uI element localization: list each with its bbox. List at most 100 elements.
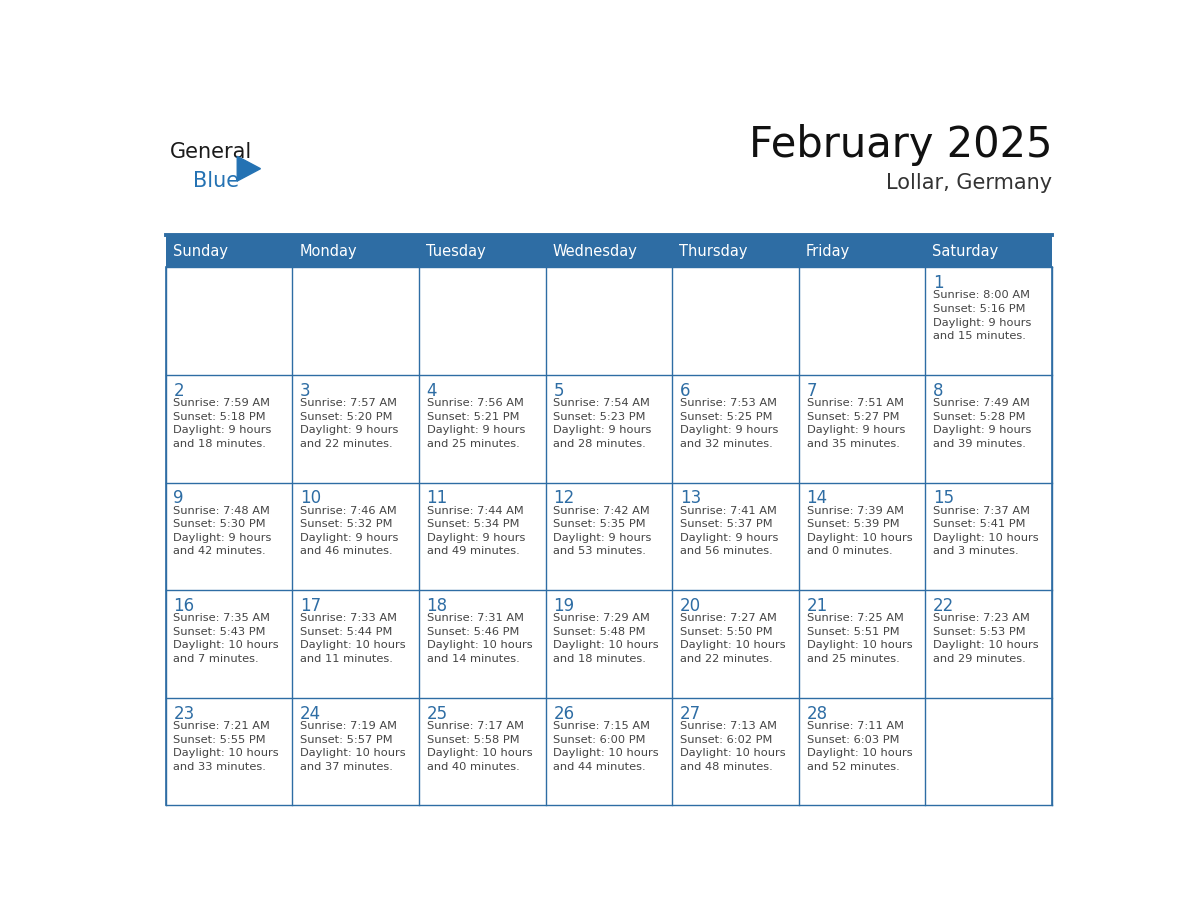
Text: Sunrise: 7:11 AM
Sunset: 6:03 PM
Daylight: 10 hours
and 52 minutes.: Sunrise: 7:11 AM Sunset: 6:03 PM Dayligh… (807, 721, 912, 772)
Text: 16: 16 (173, 597, 195, 615)
Text: 14: 14 (807, 489, 828, 508)
Text: 21: 21 (807, 597, 828, 615)
Text: General: General (170, 142, 252, 162)
Text: Sunrise: 7:59 AM
Sunset: 5:18 PM
Daylight: 9 hours
and 18 minutes.: Sunrise: 7:59 AM Sunset: 5:18 PM Dayligh… (173, 398, 272, 449)
Text: 18: 18 (426, 597, 448, 615)
Bar (292, 483, 419, 590)
Text: Monday: Monday (299, 244, 356, 260)
Text: Sunrise: 8:00 AM
Sunset: 5:16 PM
Daylight: 9 hours
and 15 minutes.: Sunrise: 8:00 AM Sunset: 5:16 PM Dayligh… (934, 290, 1031, 341)
Bar (545, 483, 672, 590)
Bar (925, 698, 1053, 805)
Bar (292, 375, 419, 483)
Text: 11: 11 (426, 489, 448, 508)
Text: 5: 5 (554, 382, 564, 400)
Text: Sunrise: 7:35 AM
Sunset: 5:43 PM
Daylight: 10 hours
and 7 minutes.: Sunrise: 7:35 AM Sunset: 5:43 PM Dayligh… (173, 613, 279, 664)
Text: 28: 28 (807, 705, 828, 722)
Bar (292, 698, 419, 805)
Text: Sunrise: 7:19 AM
Sunset: 5:57 PM
Daylight: 10 hours
and 37 minutes.: Sunrise: 7:19 AM Sunset: 5:57 PM Dayligh… (299, 721, 405, 772)
Bar (292, 590, 419, 698)
Text: Wednesday: Wednesday (552, 244, 638, 260)
Bar (798, 483, 925, 590)
Text: Sunrise: 7:56 AM
Sunset: 5:21 PM
Daylight: 9 hours
and 25 minutes.: Sunrise: 7:56 AM Sunset: 5:21 PM Dayligh… (426, 398, 525, 449)
Bar (798, 698, 925, 805)
Text: Sunrise: 7:25 AM
Sunset: 5:51 PM
Daylight: 10 hours
and 25 minutes.: Sunrise: 7:25 AM Sunset: 5:51 PM Dayligh… (807, 613, 912, 664)
Bar (165, 698, 292, 805)
Text: Sunrise: 7:48 AM
Sunset: 5:30 PM
Daylight: 9 hours
and 42 minutes.: Sunrise: 7:48 AM Sunset: 5:30 PM Dayligh… (173, 506, 272, 556)
Text: Sunrise: 7:41 AM
Sunset: 5:37 PM
Daylight: 9 hours
and 56 minutes.: Sunrise: 7:41 AM Sunset: 5:37 PM Dayligh… (680, 506, 778, 556)
Text: 15: 15 (934, 489, 954, 508)
Text: 7: 7 (807, 382, 817, 400)
Bar (165, 237, 1053, 267)
Bar (419, 267, 545, 375)
Text: 23: 23 (173, 705, 195, 722)
Text: Sunrise: 7:51 AM
Sunset: 5:27 PM
Daylight: 9 hours
and 35 minutes.: Sunrise: 7:51 AM Sunset: 5:27 PM Dayligh… (807, 398, 905, 449)
Bar (672, 590, 798, 698)
Text: Sunrise: 7:33 AM
Sunset: 5:44 PM
Daylight: 10 hours
and 11 minutes.: Sunrise: 7:33 AM Sunset: 5:44 PM Dayligh… (299, 613, 405, 664)
Text: Sunrise: 7:31 AM
Sunset: 5:46 PM
Daylight: 10 hours
and 14 minutes.: Sunrise: 7:31 AM Sunset: 5:46 PM Dayligh… (426, 613, 532, 664)
Bar (672, 267, 798, 375)
Bar (672, 375, 798, 483)
Bar (672, 483, 798, 590)
Text: Lollar, Germany: Lollar, Germany (886, 174, 1053, 194)
Text: Blue: Blue (192, 171, 239, 191)
Text: Sunrise: 7:27 AM
Sunset: 5:50 PM
Daylight: 10 hours
and 22 minutes.: Sunrise: 7:27 AM Sunset: 5:50 PM Dayligh… (680, 613, 785, 664)
Bar (545, 375, 672, 483)
Polygon shape (238, 156, 260, 181)
Text: 4: 4 (426, 382, 437, 400)
Text: 20: 20 (680, 597, 701, 615)
Text: Sunrise: 7:29 AM
Sunset: 5:48 PM
Daylight: 10 hours
and 18 minutes.: Sunrise: 7:29 AM Sunset: 5:48 PM Dayligh… (554, 613, 659, 664)
Text: 26: 26 (554, 705, 574, 722)
Text: Tuesday: Tuesday (425, 244, 486, 260)
Text: 24: 24 (299, 705, 321, 722)
Bar (672, 698, 798, 805)
Text: Sunrise: 7:49 AM
Sunset: 5:28 PM
Daylight: 9 hours
and 39 minutes.: Sunrise: 7:49 AM Sunset: 5:28 PM Dayligh… (934, 398, 1031, 449)
Text: February 2025: February 2025 (748, 124, 1053, 166)
Bar (545, 590, 672, 698)
Text: 10: 10 (299, 489, 321, 508)
Text: Sunrise: 7:15 AM
Sunset: 6:00 PM
Daylight: 10 hours
and 44 minutes.: Sunrise: 7:15 AM Sunset: 6:00 PM Dayligh… (554, 721, 659, 772)
Text: Sunrise: 7:46 AM
Sunset: 5:32 PM
Daylight: 9 hours
and 46 minutes.: Sunrise: 7:46 AM Sunset: 5:32 PM Dayligh… (299, 506, 398, 556)
Text: 6: 6 (680, 382, 690, 400)
Text: Sunrise: 7:53 AM
Sunset: 5:25 PM
Daylight: 9 hours
and 32 minutes.: Sunrise: 7:53 AM Sunset: 5:25 PM Dayligh… (680, 398, 778, 449)
Text: Sunrise: 7:57 AM
Sunset: 5:20 PM
Daylight: 9 hours
and 22 minutes.: Sunrise: 7:57 AM Sunset: 5:20 PM Dayligh… (299, 398, 398, 449)
Text: Saturday: Saturday (933, 244, 999, 260)
Text: 22: 22 (934, 597, 954, 615)
Bar (419, 375, 545, 483)
Text: Sunrise: 7:39 AM
Sunset: 5:39 PM
Daylight: 10 hours
and 0 minutes.: Sunrise: 7:39 AM Sunset: 5:39 PM Dayligh… (807, 506, 912, 556)
Text: Sunday: Sunday (172, 244, 228, 260)
Text: Sunrise: 7:21 AM
Sunset: 5:55 PM
Daylight: 10 hours
and 33 minutes.: Sunrise: 7:21 AM Sunset: 5:55 PM Dayligh… (173, 721, 279, 772)
Bar (419, 483, 545, 590)
Bar (419, 590, 545, 698)
Text: Sunrise: 7:54 AM
Sunset: 5:23 PM
Daylight: 9 hours
and 28 minutes.: Sunrise: 7:54 AM Sunset: 5:23 PM Dayligh… (554, 398, 652, 449)
Text: Thursday: Thursday (680, 244, 747, 260)
Bar (165, 375, 292, 483)
Bar (545, 267, 672, 375)
Bar (925, 267, 1053, 375)
Bar (419, 698, 545, 805)
Text: 1: 1 (934, 274, 944, 292)
Text: 17: 17 (299, 597, 321, 615)
Bar (292, 267, 419, 375)
Text: Sunrise: 7:42 AM
Sunset: 5:35 PM
Daylight: 9 hours
and 53 minutes.: Sunrise: 7:42 AM Sunset: 5:35 PM Dayligh… (554, 506, 652, 556)
Bar (165, 590, 292, 698)
Text: 2: 2 (173, 382, 184, 400)
Bar (165, 483, 292, 590)
Bar (798, 267, 925, 375)
Bar (925, 375, 1053, 483)
Text: Sunrise: 7:44 AM
Sunset: 5:34 PM
Daylight: 9 hours
and 49 minutes.: Sunrise: 7:44 AM Sunset: 5:34 PM Dayligh… (426, 506, 525, 556)
Text: 12: 12 (554, 489, 575, 508)
Text: 25: 25 (426, 705, 448, 722)
Text: Sunrise: 7:37 AM
Sunset: 5:41 PM
Daylight: 10 hours
and 3 minutes.: Sunrise: 7:37 AM Sunset: 5:41 PM Dayligh… (934, 506, 1038, 556)
Bar (798, 590, 925, 698)
Text: 8: 8 (934, 382, 943, 400)
Text: Sunrise: 7:23 AM
Sunset: 5:53 PM
Daylight: 10 hours
and 29 minutes.: Sunrise: 7:23 AM Sunset: 5:53 PM Dayligh… (934, 613, 1038, 664)
Bar (925, 590, 1053, 698)
Text: 13: 13 (680, 489, 701, 508)
Text: 19: 19 (554, 597, 574, 615)
Text: Sunrise: 7:17 AM
Sunset: 5:58 PM
Daylight: 10 hours
and 40 minutes.: Sunrise: 7:17 AM Sunset: 5:58 PM Dayligh… (426, 721, 532, 772)
Bar (798, 375, 925, 483)
Bar (545, 698, 672, 805)
Text: 9: 9 (173, 489, 184, 508)
Text: 3: 3 (299, 382, 310, 400)
Text: Sunrise: 7:13 AM
Sunset: 6:02 PM
Daylight: 10 hours
and 48 minutes.: Sunrise: 7:13 AM Sunset: 6:02 PM Dayligh… (680, 721, 785, 772)
